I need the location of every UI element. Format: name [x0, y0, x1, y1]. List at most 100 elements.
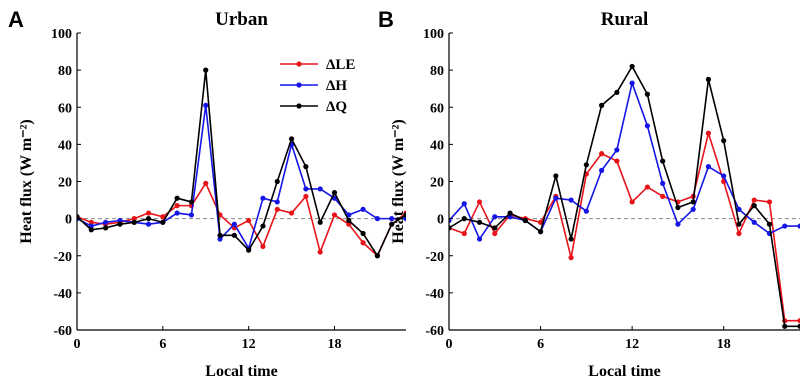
y-tick-label: 0: [65, 213, 72, 228]
data-point-dle: [736, 230, 742, 237]
data-point-dq: [131, 219, 137, 225]
x-tick-label: 6: [159, 337, 166, 352]
data-point-dq: [751, 203, 757, 209]
data-point-dq: [174, 195, 180, 201]
data-point-dh: [644, 123, 650, 129]
data-point-dq: [660, 158, 666, 164]
data-point-dle: [288, 210, 295, 216]
data-point-dq: [507, 210, 513, 216]
data-point-dh: [675, 221, 681, 227]
legend-label: ΔLE: [326, 57, 355, 73]
series-line-dh: [449, 82, 800, 240]
chart-title: Urban: [215, 9, 268, 30]
data-point-dq: [537, 229, 544, 235]
data-point-dq: [117, 221, 123, 227]
data-point-dh: [217, 236, 223, 242]
data-point-dle: [629, 199, 635, 205]
data-point-dh: [736, 206, 742, 212]
panel-letter: A: [8, 7, 24, 32]
data-point-dle: [88, 219, 94, 225]
data-point-dh: [203, 102, 209, 108]
x-tick-label: 12: [242, 337, 256, 352]
data-point-dh: [568, 197, 574, 203]
data-point-dle: [317, 249, 323, 255]
x-axis-label: Local time: [588, 363, 660, 380]
data-point-dle: [537, 219, 544, 225]
data-point-dh: [797, 223, 800, 229]
y-tick-label: 60: [430, 101, 444, 116]
series-line-dle: [77, 182, 406, 257]
x-tick-label: 0: [74, 337, 81, 352]
data-point-dh: [476, 236, 483, 242]
data-point-dq: [797, 323, 800, 329]
data-point-dq: [583, 162, 589, 168]
data-point-dh: [174, 210, 180, 216]
data-point-dh: [303, 186, 309, 192]
data-point-dq: [217, 232, 223, 238]
data-point-dq: [188, 199, 195, 205]
y-tick-label: 20: [430, 176, 444, 191]
data-point-dq: [449, 225, 452, 231]
data-point-dh: [274, 199, 280, 205]
data-point-dle: [614, 158, 620, 164]
data-point-dh: [88, 223, 94, 229]
data-point-dq: [77, 214, 80, 220]
data-point-dle: [599, 151, 605, 157]
data-point-dh: [360, 206, 366, 212]
data-point-dq: [288, 136, 295, 142]
y-tick-label: -20: [53, 250, 72, 265]
data-point-dle: [797, 318, 800, 324]
data-point-dh: [103, 219, 109, 225]
data-point-dh: [260, 195, 266, 201]
data-point-dle: [274, 206, 280, 212]
data-point-dq: [568, 236, 574, 242]
y-tick-label: -20: [425, 250, 444, 265]
data-point-dq: [766, 221, 773, 227]
data-point-dle: [303, 193, 309, 199]
data-point-dle: [461, 230, 467, 237]
x-tick-label: 6: [537, 337, 544, 352]
data-point-dq: [303, 164, 309, 170]
data-point-dle: [203, 180, 209, 186]
y-tick-label: 80: [58, 64, 72, 79]
y-tick-label: -40: [425, 287, 444, 302]
data-point-dh: [449, 217, 452, 224]
data-point-dh: [721, 173, 727, 179]
data-point-dle: [131, 216, 137, 222]
data-point-dh: [374, 216, 380, 222]
data-point-dq: [690, 199, 696, 205]
y-axis-label: Heat flux (W m⁻²): [18, 119, 35, 243]
data-point-dq: [629, 63, 635, 70]
y-tick-label: -60: [53, 324, 72, 339]
data-point-dle: [705, 130, 712, 136]
y-tick-label: 0: [437, 213, 444, 228]
x-tick-label: 18: [327, 337, 341, 352]
y-tick-label: 100: [423, 27, 444, 42]
chart-panel-urban: -60 -40 -20 0 20 40 60 80 100 0 6 12 18 Urban A Local t…: [8, 7, 406, 380]
data-point-dq: [644, 91, 650, 97]
y-tick-label: -40: [53, 287, 72, 302]
data-point-dh: [705, 164, 712, 170]
legend-marker: [296, 103, 302, 109]
data-point-dq: [246, 247, 252, 253]
series-line-dle: [449, 132, 800, 322]
data-point-dq: [160, 219, 166, 225]
data-point-dh: [583, 208, 589, 214]
data-point-dle: [331, 212, 338, 218]
x-tick-label: 18: [717, 337, 731, 352]
data-point-dq: [203, 67, 209, 73]
y-tick-label: 40: [58, 138, 72, 153]
legend: ΔLE ΔH ΔQ: [280, 57, 355, 115]
data-point-dq: [705, 76, 712, 83]
legend-marker: [296, 82, 302, 88]
data-point-dq: [260, 223, 266, 229]
y-axis-label: Heat flux (W m⁻²): [390, 119, 407, 243]
legend-label: ΔQ: [326, 99, 347, 115]
data-point-dq: [346, 217, 352, 224]
data-point-dh: [629, 80, 635, 86]
legend-label: ΔH: [326, 78, 347, 94]
data-point-dh: [553, 195, 559, 201]
panel-letter: B: [378, 7, 394, 32]
data-point-dle: [644, 184, 650, 190]
